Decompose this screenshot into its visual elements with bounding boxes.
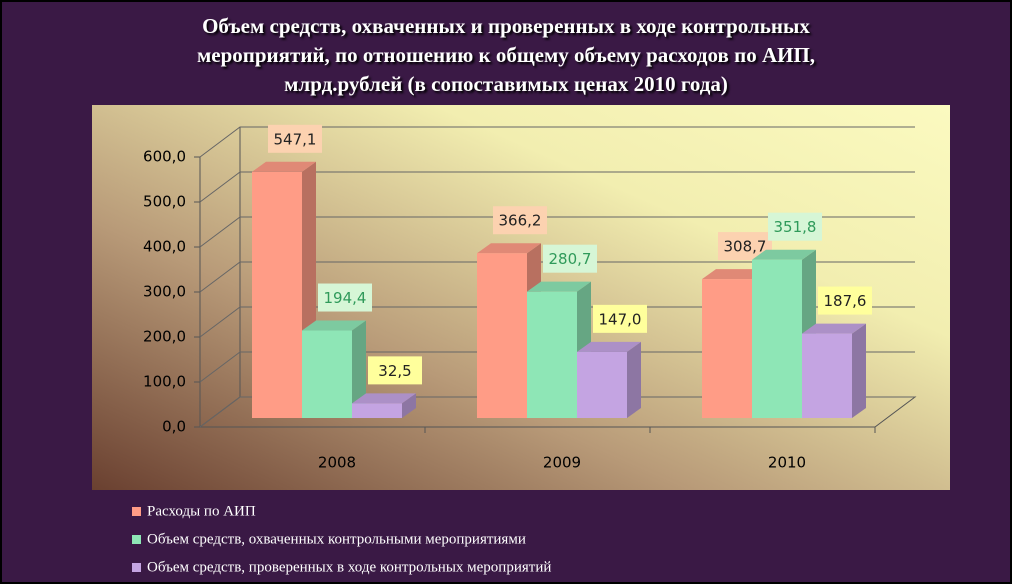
- y-tick-label: 300,0: [143, 283, 186, 301]
- chart-title: Объем средств, охваченных и проверенных …: [100, 12, 912, 99]
- bar-top: [702, 269, 766, 280]
- data-label: 280,7: [549, 250, 592, 268]
- y-tick-label: 400,0: [143, 238, 186, 256]
- bar-top: [477, 243, 541, 254]
- legend-label: Расходы по АИП: [147, 503, 256, 519]
- data-label-box: [543, 244, 597, 273]
- bar-side: [352, 320, 366, 418]
- grid-line: [199, 261, 915, 293]
- y-tick-label: 500,0: [143, 193, 186, 211]
- bar-top: [527, 281, 591, 292]
- grid-line: [199, 351, 915, 383]
- data-label: 187,6: [824, 292, 867, 310]
- bar-top: [302, 320, 366, 331]
- data-label: 308,7: [724, 238, 767, 256]
- y-tick-label: 200,0: [143, 328, 186, 346]
- data-label-box: [818, 286, 872, 315]
- y-tick-label: 0,0: [162, 418, 186, 436]
- bar: [477, 253, 527, 418]
- data-label: 547,1: [274, 130, 317, 148]
- legend-swatch: [132, 535, 141, 544]
- bar-side: [402, 393, 416, 418]
- y-tick-label: 100,0: [143, 373, 186, 391]
- bar-top: [752, 249, 816, 260]
- data-label-box: [768, 212, 822, 241]
- grid-line: [199, 171, 915, 203]
- title-line: Объем средств, охваченных и проверенных …: [202, 14, 810, 38]
- data-label: 194,4: [324, 289, 367, 307]
- grid-line: [199, 396, 915, 428]
- bar: [527, 291, 577, 418]
- y-tick-label: 600,0: [143, 148, 186, 166]
- bar-side: [627, 341, 641, 418]
- grid-line: [199, 306, 915, 338]
- data-label-box: [318, 283, 372, 312]
- bar: [802, 333, 852, 418]
- bar-top: [802, 323, 866, 334]
- bar: [577, 351, 627, 418]
- legend-label: Объем средств, проверенных в ходе контро…: [147, 559, 551, 575]
- x-tick-label: 2009: [543, 454, 581, 472]
- title-line: мероприятий, по отношению к общему объем…: [196, 43, 816, 67]
- bar-top: [352, 393, 416, 404]
- data-label: 351,8: [774, 218, 817, 236]
- data-label-box: [593, 304, 647, 333]
- bar-top: [577, 341, 641, 352]
- bar-side: [852, 323, 866, 418]
- title-line: млрд.рублей (в сопоставимых ценах 2010 г…: [284, 72, 728, 96]
- data-label-box: [493, 206, 547, 235]
- data-label-box: [268, 124, 322, 153]
- bar: [352, 403, 402, 418]
- legend-swatch: [132, 563, 141, 572]
- x-tick-label: 2008: [318, 454, 356, 472]
- bar: [702, 279, 752, 418]
- data-label: 147,0: [599, 310, 642, 328]
- grid-line: [199, 216, 915, 248]
- bar: [752, 259, 802, 418]
- bar: [302, 330, 352, 418]
- bar-top: [252, 161, 316, 172]
- data-label-box: [368, 356, 422, 385]
- bar: [252, 171, 302, 418]
- x-tick-label: 2010: [768, 454, 806, 472]
- data-label: 32,5: [378, 362, 411, 380]
- legend-label: Объем средств, охваченных контрольными м…: [147, 531, 526, 547]
- grid-line: [199, 126, 915, 158]
- data-label: 366,2: [499, 212, 542, 230]
- legend-swatch: [132, 507, 141, 516]
